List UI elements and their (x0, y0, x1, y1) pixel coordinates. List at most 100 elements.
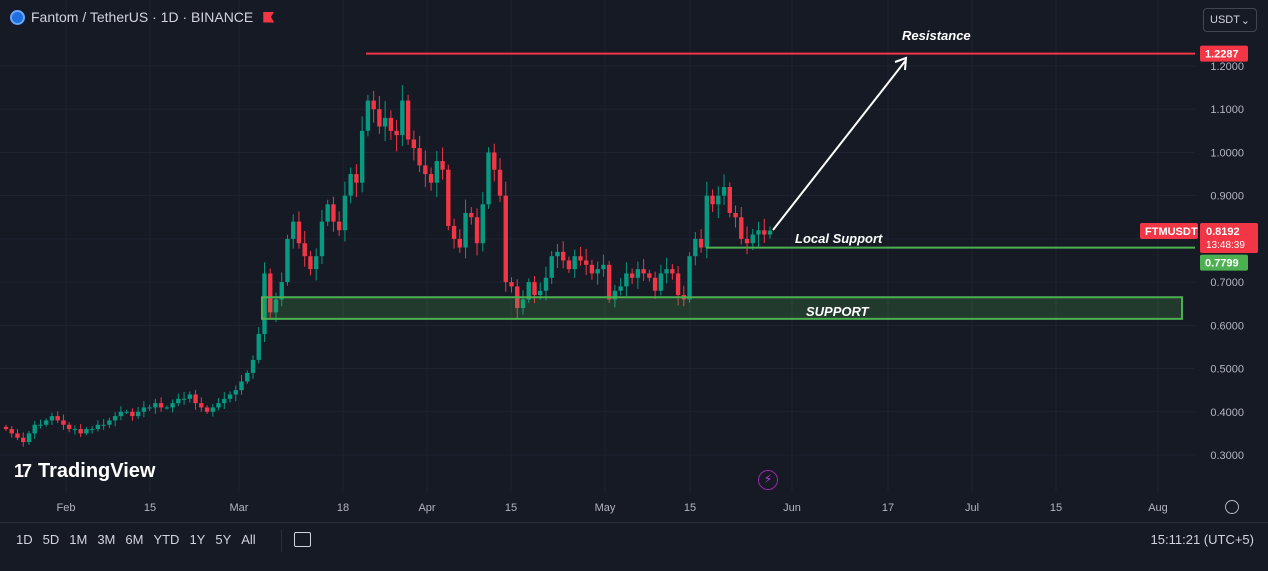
calendar-icon[interactable] (294, 532, 311, 547)
candle-body (497, 169, 503, 196)
candle-body (704, 195, 710, 248)
candle-body (89, 429, 95, 431)
range-1m[interactable]: 1M (69, 532, 88, 547)
range-all[interactable]: All (241, 532, 256, 547)
candle-body (377, 109, 382, 127)
candle-body (480, 204, 485, 244)
candle-body (589, 264, 595, 274)
candle-body (446, 169, 451, 226)
candle-body (291, 221, 296, 239)
resistance-price-tag-bg (1200, 45, 1248, 62)
candle-body (84, 429, 89, 434)
support-zone (261, 296, 1183, 320)
candle-body (32, 424, 37, 434)
currency-label: USDT (1210, 14, 1240, 26)
candle-body (44, 420, 49, 425)
x-tick-label: Mar (230, 502, 249, 514)
x-tick-label: Jul (965, 502, 979, 514)
candle-body (49, 416, 55, 421)
flag-icon[interactable] (263, 11, 275, 23)
candle-body (583, 260, 589, 265)
candle-body (693, 238, 698, 257)
y-tick-label: 1.2000 (1210, 61, 1244, 73)
range-ytd[interactable]: YTD (153, 532, 180, 547)
candle-body (698, 238, 704, 248)
candle-body (549, 256, 554, 278)
candle-body (526, 282, 531, 300)
candle-body (503, 195, 508, 283)
candle-body (164, 407, 170, 409)
price-chart[interactable]: Resistance Local Support SUPPORT 1.2000 1.1… (0, 0, 1268, 522)
candle-body (250, 359, 256, 373)
x-axis: Feb 15 Mar 18 Apr 15 May 15 Jun 17 Jul 15 Aug (57, 502, 1168, 514)
candle-body (199, 403, 204, 408)
x-tick-label: Apr (418, 502, 435, 514)
candle-body (658, 273, 664, 291)
candle-body (641, 269, 646, 274)
currency-selector[interactable]: USDT ⌄ (1203, 8, 1257, 32)
candle-body (744, 238, 750, 244)
x-tick-label: 17 (882, 502, 894, 514)
candle-body (66, 424, 72, 430)
candle-body (365, 100, 371, 131)
candle-body (509, 282, 514, 287)
candle-body (739, 217, 744, 239)
price-levels: Resistance Local Support SUPPORT (261, 28, 1195, 320)
candle-body (141, 407, 147, 412)
candle-body (595, 269, 600, 274)
candle-body (762, 230, 767, 235)
candle-body (538, 290, 543, 296)
resistance-annotation: Resistance (902, 28, 971, 43)
candle-body (394, 130, 399, 136)
candle-body (578, 256, 583, 261)
candle-body (193, 394, 198, 404)
candle-body (664, 269, 669, 274)
candle-body (348, 174, 353, 196)
candle-body (319, 221, 325, 257)
candle-body (543, 277, 549, 291)
candle-body (256, 333, 261, 360)
gear-icon[interactable] (1225, 500, 1239, 514)
candle-body (474, 217, 480, 244)
range-6m[interactable]: 6M (125, 532, 144, 547)
bottom-toolbar (0, 522, 1268, 563)
chevron-down-icon: ⌄ (1240, 14, 1250, 27)
candle-body (532, 282, 537, 296)
range-5d[interactable]: 5D (42, 532, 60, 547)
candle-body (9, 429, 14, 434)
candle-body (687, 256, 692, 300)
support-zone-annotation: SUPPORT (806, 304, 870, 319)
candle-body (359, 130, 365, 183)
range-1y[interactable]: 1Y (189, 532, 206, 547)
y-tick-label: 0.3000 (1210, 450, 1244, 462)
candle-body (262, 273, 267, 334)
range-1d[interactable]: 1D (16, 532, 33, 547)
candle-body (624, 273, 629, 287)
candle-body (55, 416, 60, 421)
candle-body (187, 394, 193, 399)
x-tick-label: Jun (783, 502, 801, 514)
range-5y[interactable]: 5Y (215, 532, 232, 547)
candle-body (382, 117, 388, 127)
x-tick-label: 15 (144, 502, 156, 514)
candle-body (652, 277, 658, 291)
x-tick-label: 18 (337, 502, 349, 514)
candle-body (118, 411, 124, 417)
candle-body (61, 420, 66, 425)
candle-body (279, 282, 284, 300)
candle-body (618, 286, 623, 291)
candle-body (342, 195, 348, 231)
candle-body (629, 273, 635, 278)
lightning-icon[interactable]: ⚡ (758, 470, 778, 490)
countdown-tag: 13:48:39 (1206, 240, 1245, 251)
candle-body (727, 187, 732, 213)
chart-header: Fantom / TetherUS · 1D · BINANCE (10, 9, 275, 25)
candle-body (112, 416, 118, 421)
candle-body (440, 161, 445, 170)
candle-body (721, 187, 727, 196)
candle-body (486, 152, 491, 205)
candle-body (204, 407, 210, 412)
range-3m[interactable]: 3M (97, 532, 116, 547)
candle-body (670, 269, 675, 274)
x-tick-label: Feb (57, 502, 76, 514)
